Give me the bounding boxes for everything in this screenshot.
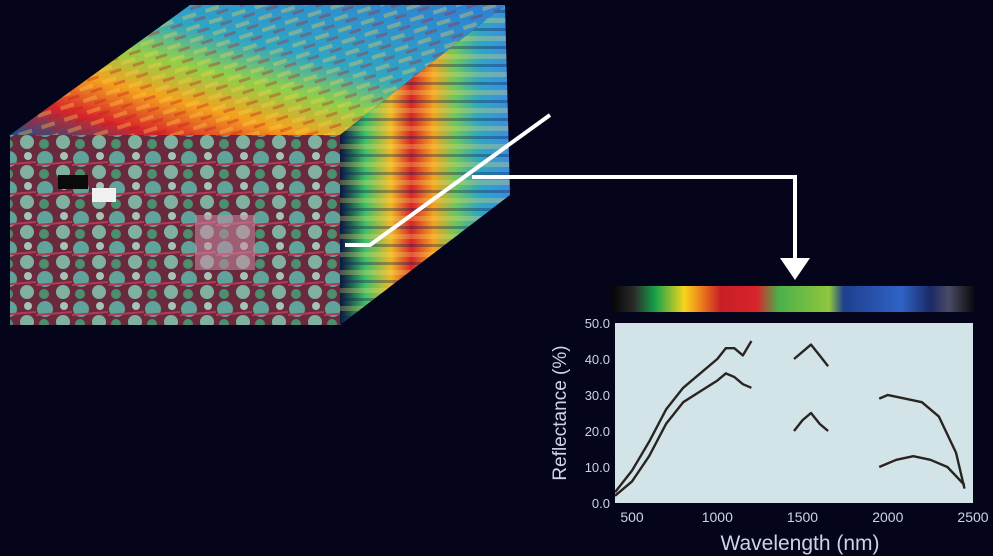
pixel-connector-line [345,113,552,247]
y-tick-label: 50.0 [585,316,610,331]
series-2-segment-2 [793,411,829,432]
spectrum-arrow-line [472,175,797,265]
y-tick-label: 10.0 [585,460,610,475]
x-tick-label: 500 [620,509,644,525]
series-1-segment-1 [614,340,753,493]
series-2-segment-1 [614,372,752,497]
series-2-segment-3 [878,455,966,486]
x-tick-label: 1000 [702,509,733,525]
y-tick-label: 30.0 [585,388,610,403]
x-axis-ticks: 500 1000 1500 2000 2500 [620,509,988,525]
front-image-dark-patch [58,175,88,189]
cube-front-image [10,135,340,325]
x-tick-label: 2500 [957,509,988,525]
plot-area [615,323,973,503]
front-image-bright-patch [195,215,255,270]
y-axis-label: Reflectance (%) [550,345,571,480]
reflectance-curves [614,340,966,497]
y-axis-ticks: 0.0 10.0 20.0 30.0 40.0 50.0 [585,316,610,511]
x-axis-label: Wavelength (nm) [720,532,879,555]
spectrum-color-bar [612,286,974,312]
series-1-segment-3 [878,393,966,489]
x-tick-label: 2000 [872,509,903,525]
y-tick-label: 0.0 [592,496,610,511]
y-tick-label: 40.0 [585,352,610,367]
front-image-white-patch [92,188,116,202]
y-tick-label: 20.0 [585,424,610,439]
spectrum-arrow-head [780,258,810,280]
cube-right-stripes [340,5,510,325]
x-tick-label: 1500 [787,509,818,525]
series-1-segment-2 [793,343,830,367]
